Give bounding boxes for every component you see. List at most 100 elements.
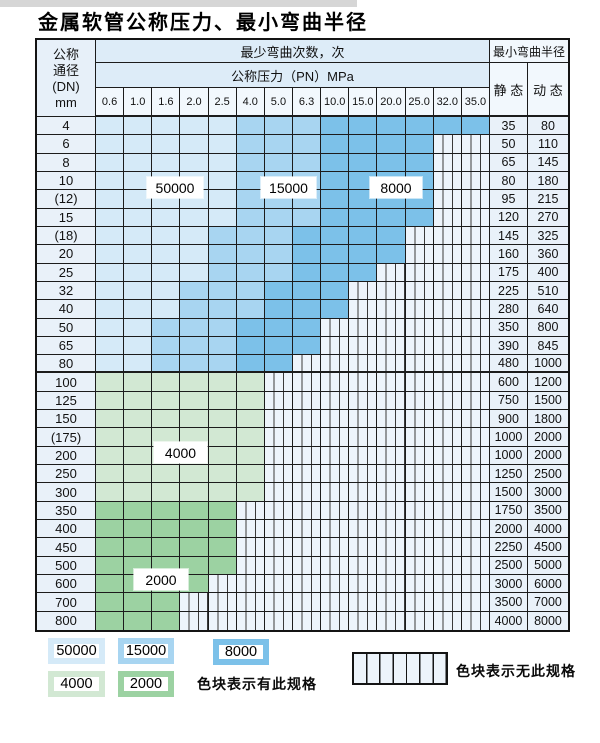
legend-swatch-8000: 8000 (213, 639, 269, 665)
no-spec-cell (377, 428, 406, 447)
no-spec-cell (292, 428, 322, 447)
spec-cell (321, 281, 350, 301)
no-spec-cell (405, 318, 434, 337)
no-spec-cell (405, 245, 434, 264)
no-spec-cell (349, 281, 378, 301)
spec-cell (349, 263, 378, 282)
spec-cell (124, 520, 153, 539)
no-spec-cell (236, 501, 265, 521)
dn-value: 250 (37, 465, 96, 484)
no-spec-cell (405, 336, 434, 356)
spec-cell (152, 391, 181, 411)
spec-cell (292, 281, 322, 301)
no-spec-cell (461, 373, 490, 392)
no-spec-cell (321, 355, 350, 374)
spec-cell (321, 245, 350, 264)
spec-cell (292, 336, 322, 356)
no-spec-cell (433, 446, 462, 466)
bend-radius-header: 最小弯曲半径 (489, 40, 568, 63)
no-spec-cell (349, 483, 378, 502)
spec-cell (208, 501, 237, 521)
static-radius-value: 35 (489, 117, 528, 136)
no-spec-cell (433, 373, 462, 392)
spec-cell (321, 135, 350, 154)
no-spec-cell (461, 410, 490, 429)
spec-cell (405, 208, 434, 227)
no-spec-cell (236, 556, 265, 576)
spec-cell (349, 117, 378, 136)
dynamic-radius-value: 8000 (527, 611, 568, 630)
spec-cell (433, 117, 462, 136)
no-spec-cell (377, 501, 406, 521)
no-spec-cell (264, 538, 293, 557)
static-radius-value: 1000 (489, 428, 528, 447)
no-spec-cell (461, 318, 490, 337)
no-spec-cell (264, 501, 293, 521)
spec-cell (236, 245, 265, 264)
spec-cell (96, 245, 125, 264)
spec-cell (208, 410, 237, 429)
cycle-count-label: 8000 (370, 177, 422, 198)
spec-cell (180, 117, 209, 136)
static-radius-value: 2000 (489, 520, 528, 539)
no-spec-cell (377, 391, 406, 411)
spec-cell (180, 520, 209, 539)
dn-value: 15 (37, 208, 96, 227)
spec-cell (377, 226, 406, 246)
dn-value: 65 (37, 336, 96, 356)
no-spec-cell (461, 538, 490, 557)
spec-cell (96, 336, 125, 356)
no-spec-cell (292, 501, 322, 521)
static-radius-value: 225 (489, 281, 528, 301)
dynamic-radius-value: 510 (527, 281, 568, 301)
no-spec-cell (433, 556, 462, 576)
no-spec-cell (349, 336, 378, 356)
spec-cell (180, 465, 209, 484)
spec-cell (208, 428, 237, 447)
no-spec-cell (264, 483, 293, 502)
spec-cell (152, 226, 181, 246)
spec-cell (152, 117, 181, 136)
spec-cell (180, 391, 209, 411)
spec-cell (208, 263, 237, 282)
spec-cell (124, 593, 153, 612)
spec-cell (208, 226, 237, 246)
spec-cell (208, 171, 237, 191)
legend-no-spec-text: 色块表示无此规格 (456, 663, 576, 679)
spec-cell (292, 318, 322, 337)
spec-cell (236, 318, 265, 337)
pressure-col-header: 1.0 (124, 88, 153, 117)
dynamic-radius-value: 640 (527, 300, 568, 319)
spec-cell (236, 135, 265, 154)
no-spec-cell (461, 263, 490, 282)
no-spec-cell (349, 501, 378, 521)
pressure-col-header: 20.0 (377, 88, 406, 117)
no-spec-cell (405, 483, 434, 502)
no-spec-cell (405, 263, 434, 282)
spec-cell (377, 117, 406, 136)
static-radius-value: 280 (489, 300, 528, 319)
spec-cell (292, 135, 322, 154)
spec-cell (208, 446, 237, 466)
spec-cell (96, 208, 125, 227)
no-spec-cell (292, 520, 322, 539)
dn-value: 400 (37, 520, 96, 539)
no-spec-cell (321, 318, 350, 337)
spec-cell (124, 190, 153, 209)
spec-cell (377, 208, 406, 227)
no-spec-cell (377, 355, 406, 374)
no-spec-cell (461, 190, 490, 209)
dn-header-line: mm (55, 94, 77, 110)
spec-cell (208, 556, 237, 576)
dn-value: 300 (37, 483, 96, 502)
spec-cell (152, 483, 181, 502)
no-spec-cell (461, 428, 490, 447)
dynamic-radius-value: 1500 (527, 391, 568, 411)
spec-cell (236, 263, 265, 282)
spec-cell (124, 318, 153, 337)
cycle-count-label: 15000 (261, 177, 316, 198)
spec-cell (349, 245, 378, 264)
spec-cell (405, 117, 434, 136)
no-spec-cell (180, 611, 209, 630)
no-spec-cell (292, 410, 322, 429)
